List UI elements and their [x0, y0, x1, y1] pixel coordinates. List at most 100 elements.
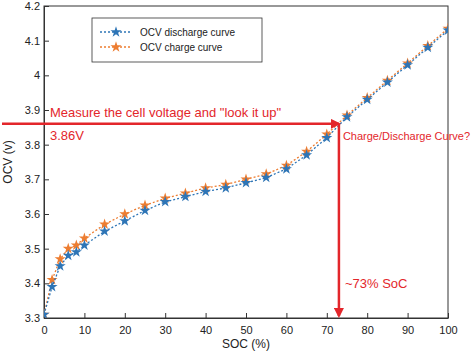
series-marker — [71, 246, 82, 257]
series-marker — [47, 281, 58, 292]
series-marker — [422, 42, 433, 53]
y-tick-mark — [44, 214, 49, 215]
series-marker — [240, 177, 251, 188]
y-tick: 4 — [34, 69, 49, 81]
y-tick-label: 3.4 — [25, 277, 40, 289]
series-marker — [79, 239, 90, 250]
x-tick-label: 90 — [402, 324, 414, 336]
x-tick: 60 — [281, 313, 293, 336]
y-tick-label: 4.2 — [25, 0, 40, 12]
series — [44, 24, 448, 318]
series-marker — [63, 250, 74, 261]
x-tick-label: 100 — [439, 324, 457, 336]
x-tick-label: 70 — [321, 324, 333, 336]
x-tick-label: 0 — [41, 324, 47, 336]
x-tick-label: 50 — [240, 324, 252, 336]
series — [44, 23, 448, 318]
chart: 01020304050607080901003.33.43.53.63.73.8… — [0, 0, 474, 352]
y-tick: 3.6 — [25, 208, 49, 220]
y-tick-label: 3.5 — [25, 243, 40, 255]
y-tick-mark — [44, 283, 49, 284]
y-tick: 3.5 — [25, 243, 49, 255]
y-tick-label: 3.9 — [25, 104, 40, 116]
y-tick-mark — [44, 75, 49, 76]
x-tick-mark — [206, 313, 207, 318]
plot-frame — [44, 6, 448, 318]
y-tick-label: 3.8 — [25, 139, 40, 151]
legend-marker — [110, 41, 121, 52]
y-tick-label: 3.3 — [25, 312, 40, 324]
series-marker — [44, 309, 50, 318]
x-tick-label: 80 — [362, 324, 374, 336]
series-marker — [281, 163, 292, 174]
series-marker — [402, 59, 413, 70]
series-marker — [119, 215, 130, 226]
series-marker — [301, 149, 312, 160]
y-axis: 3.3 3.4 3.5 3.6 3.7 3.8 3.9 4 4.1 4.2 — [25, 0, 49, 324]
series-marker — [362, 94, 373, 105]
legend-box — [92, 18, 262, 62]
x-tick-mark — [448, 313, 449, 318]
x-tick: 30 — [160, 313, 172, 336]
y-tick-mark — [44, 318, 49, 319]
x-tick-mark — [327, 313, 328, 318]
x-axis-title: SOC (%) — [222, 337, 270, 351]
y-tick: 4.2 — [25, 0, 49, 12]
plot: 01020304050607080901003.33.43.53.63.73.8… — [25, 0, 458, 336]
y-tick-label: 4 — [34, 69, 40, 81]
x-tick: 10 — [79, 313, 91, 336]
x-tick: 40 — [200, 313, 212, 336]
x-tick-label: 30 — [160, 324, 172, 336]
series-marker — [160, 196, 171, 207]
plot-area — [44, 23, 448, 318]
y-tick: 3.8 — [25, 139, 49, 151]
x-tick-label: 60 — [281, 324, 293, 336]
annotation-arrow — [338, 124, 341, 316]
annotation-text: ~73% SoC — [345, 276, 408, 291]
y-axis-title: OCV (v) — [1, 140, 15, 183]
x-tick-label: 40 — [200, 324, 212, 336]
x-tick: 80 — [362, 313, 374, 336]
x-tick-mark — [246, 313, 247, 318]
x-axis-line — [45, 318, 449, 319]
series-marker — [261, 172, 272, 183]
annotation-arrow — [2, 123, 339, 126]
y-tick: 3.9 — [25, 104, 49, 116]
legend-marker — [110, 26, 121, 37]
series-marker — [442, 24, 448, 35]
series-marker — [200, 186, 211, 197]
y-tick-mark — [44, 249, 49, 250]
y-tick-label: 4.1 — [25, 35, 40, 47]
series-marker — [55, 260, 66, 271]
y-tick-mark — [44, 41, 49, 42]
series-marker — [139, 205, 150, 216]
series-marker — [341, 111, 352, 122]
legend: OCV discharge curve OCV charge curve — [92, 18, 262, 62]
annotation-text: 3.86V — [50, 128, 84, 143]
x-axis: 0102030405060708090100 — [41, 313, 457, 336]
series-line — [44, 29, 448, 315]
y-tick: 3.7 — [25, 173, 49, 185]
y-tick: 4.1 — [25, 35, 49, 47]
x-tick-mark — [367, 313, 368, 318]
legend-label: OCV discharge curve — [140, 27, 235, 38]
x-tick-mark — [125, 313, 126, 318]
y-axis-line — [44, 7, 45, 319]
series-marker — [99, 226, 110, 237]
x-tick-label: 10 — [79, 324, 91, 336]
y-tick: 3.4 — [25, 277, 49, 289]
x-tick-mark — [84, 313, 85, 318]
y-tick-mark — [44, 6, 49, 7]
annotation-text: Measure the cell voltage and "look it up… — [50, 105, 281, 120]
x-tick-mark — [165, 313, 166, 318]
series-marker — [382, 76, 393, 87]
y-tick-label: 3.6 — [25, 208, 40, 220]
x-tick-mark — [286, 313, 287, 318]
y-tick-mark — [44, 179, 49, 180]
series-line — [44, 30, 448, 314]
annotation-text: Charge/Discharge Curve? — [343, 130, 470, 142]
x-tick: 100 — [439, 313, 457, 336]
legend-label: OCV charge curve — [140, 42, 223, 53]
annotations: Measure the cell voltage and "look it up… — [2, 105, 470, 316]
series-marker — [321, 132, 332, 143]
